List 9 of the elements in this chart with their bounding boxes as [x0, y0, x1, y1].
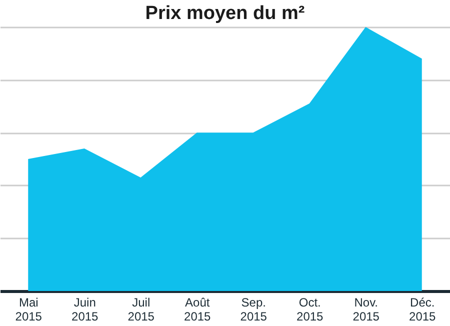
chart-title: Prix moyen du m²: [145, 3, 305, 24]
x-tick-label: Juil 2015: [128, 296, 155, 324]
x-tick-label: Nov. 2015: [352, 296, 380, 324]
x-tick-label: Mai 2015: [15, 296, 42, 324]
x-tick-label: Déc. 2015: [409, 296, 436, 324]
x-tick-label: Sep. 2015: [240, 296, 268, 324]
x-tick-label: Août 2015: [184, 296, 212, 324]
x-tick-label: Juin 2015: [72, 296, 99, 324]
x-tick-label: Oct. 2015: [296, 296, 324, 324]
